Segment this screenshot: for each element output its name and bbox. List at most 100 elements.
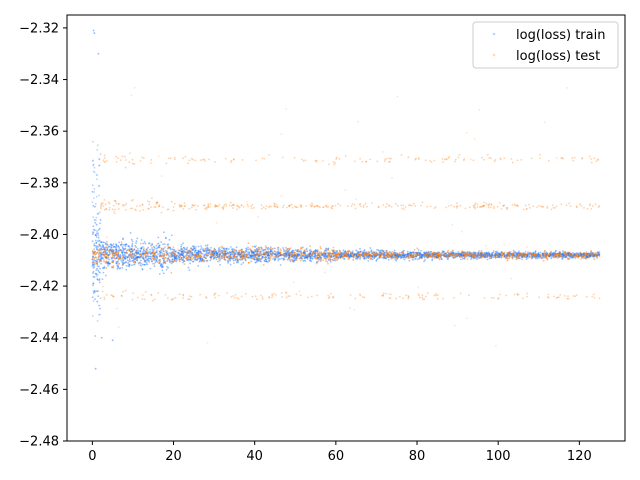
test-point — [182, 259, 185, 262]
train-point — [117, 245, 120, 248]
test-point — [117, 157, 119, 160]
train-point — [325, 255, 328, 258]
train-point — [93, 266, 96, 268]
train-point — [220, 249, 223, 252]
train-point — [225, 248, 228, 250]
test-point — [117, 203, 120, 205]
test-point — [170, 271, 173, 274]
train-point — [96, 290, 99, 292]
train-point — [494, 250, 497, 253]
train-point — [229, 251, 232, 254]
train-point — [164, 236, 167, 239]
test-point — [253, 206, 255, 209]
train-point — [238, 254, 240, 257]
train-point — [95, 236, 98, 238]
train-point — [186, 246, 189, 249]
train-point — [565, 256, 567, 259]
test-point — [205, 253, 208, 255]
test-point — [581, 253, 583, 255]
test-point — [298, 254, 301, 257]
train-point — [123, 262, 126, 265]
train-point — [303, 259, 306, 262]
train-point — [164, 249, 167, 252]
test-point — [219, 253, 221, 256]
test-point — [509, 250, 512, 253]
train-point — [303, 257, 306, 259]
train-point — [274, 258, 277, 260]
test-point — [401, 207, 403, 210]
train-point — [470, 258, 472, 261]
test-point — [490, 157, 492, 160]
train-point — [182, 246, 185, 249]
test-point — [457, 156, 460, 159]
test-point — [305, 204, 307, 207]
train-point — [265, 260, 268, 263]
test-point — [314, 257, 317, 260]
test-point — [395, 256, 398, 258]
test-point — [119, 159, 122, 162]
train-point — [99, 219, 102, 221]
train-point — [492, 251, 495, 254]
train-point — [151, 248, 154, 250]
test-point — [116, 256, 119, 259]
train-point — [118, 255, 121, 257]
test-point — [333, 254, 336, 257]
train-point — [99, 222, 102, 225]
test-point — [363, 253, 366, 256]
test-point — [443, 158, 446, 161]
test-point — [302, 159, 305, 162]
test-point — [249, 248, 252, 251]
test-point — [117, 263, 120, 266]
train-point — [145, 248, 148, 251]
test-point — [265, 252, 268, 255]
test-point — [150, 258, 153, 261]
test-point — [568, 202, 571, 205]
test-point — [565, 204, 568, 207]
train-point — [95, 290, 98, 293]
test-point — [575, 205, 578, 208]
train-point — [100, 257, 103, 259]
test-point — [143, 247, 145, 250]
train-point — [309, 257, 312, 260]
train-point — [186, 258, 189, 261]
train-point — [149, 248, 152, 251]
test-point — [121, 155, 124, 158]
test-point — [209, 205, 211, 208]
test-point — [269, 256, 272, 258]
test-point — [583, 252, 586, 254]
train-point — [252, 251, 255, 254]
train-point — [96, 144, 99, 147]
train-point — [95, 246, 98, 249]
train-point — [92, 300, 95, 302]
train-point — [165, 268, 168, 271]
train-point — [324, 252, 327, 255]
train-point — [306, 256, 309, 258]
train-point — [589, 255, 592, 258]
train-point — [359, 256, 362, 259]
test-point — [335, 158, 338, 160]
train-point — [93, 289, 96, 292]
train-point — [92, 284, 94, 287]
train-point — [250, 260, 253, 263]
train-point — [309, 259, 311, 262]
test-point — [370, 202, 373, 204]
train-point — [242, 261, 245, 264]
test-point — [505, 206, 508, 209]
test-point — [167, 208, 170, 211]
test-point — [251, 245, 254, 248]
train-point — [94, 221, 97, 224]
test-point — [360, 205, 362, 208]
train-point — [402, 254, 405, 257]
train-point — [239, 259, 242, 261]
train-point — [180, 253, 183, 256]
test-point — [369, 158, 371, 161]
train-point — [123, 251, 126, 254]
test-point — [322, 254, 325, 256]
test-point — [359, 253, 362, 256]
train-point — [424, 259, 426, 261]
train-point — [325, 255, 328, 257]
test-point — [367, 250, 370, 253]
train-point — [212, 258, 215, 260]
train-point — [169, 246, 171, 249]
test-point — [526, 252, 529, 255]
